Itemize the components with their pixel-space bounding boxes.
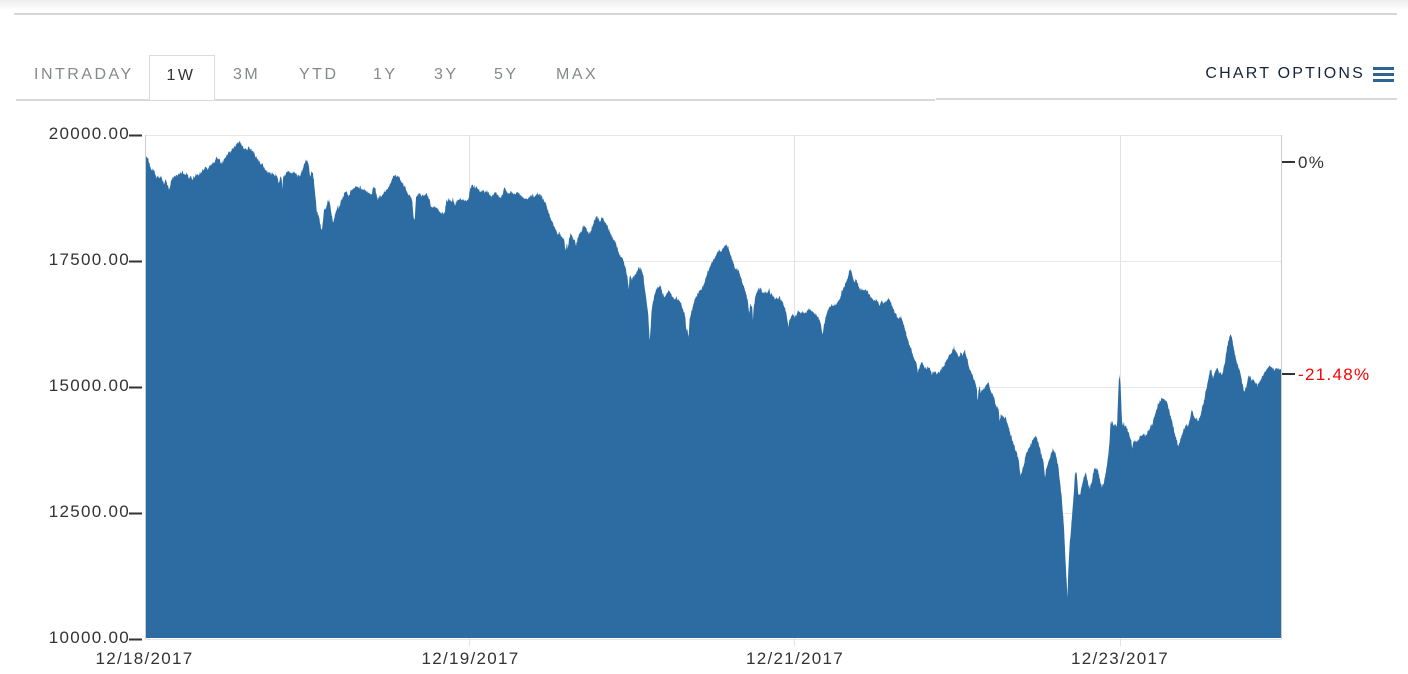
svg-text:12/21/2017: 12/21/2017: [746, 649, 844, 668]
svg-text:12500.00: 12500.00: [49, 502, 130, 521]
svg-text:12/18/2017: 12/18/2017: [95, 649, 193, 668]
svg-text:20000.00: 20000.00: [49, 124, 130, 143]
svg-text:10000.00: 10000.00: [49, 628, 130, 647]
svg-text:0%: 0%: [1298, 153, 1325, 172]
svg-text:12/19/2017: 12/19/2017: [421, 649, 519, 668]
svg-text:12/23/2017: 12/23/2017: [1071, 649, 1169, 668]
svg-text:17500.00: 17500.00: [49, 250, 130, 269]
svg-text:-21.48%: -21.48%: [1298, 365, 1370, 384]
svg-text:15000.00: 15000.00: [49, 376, 130, 395]
